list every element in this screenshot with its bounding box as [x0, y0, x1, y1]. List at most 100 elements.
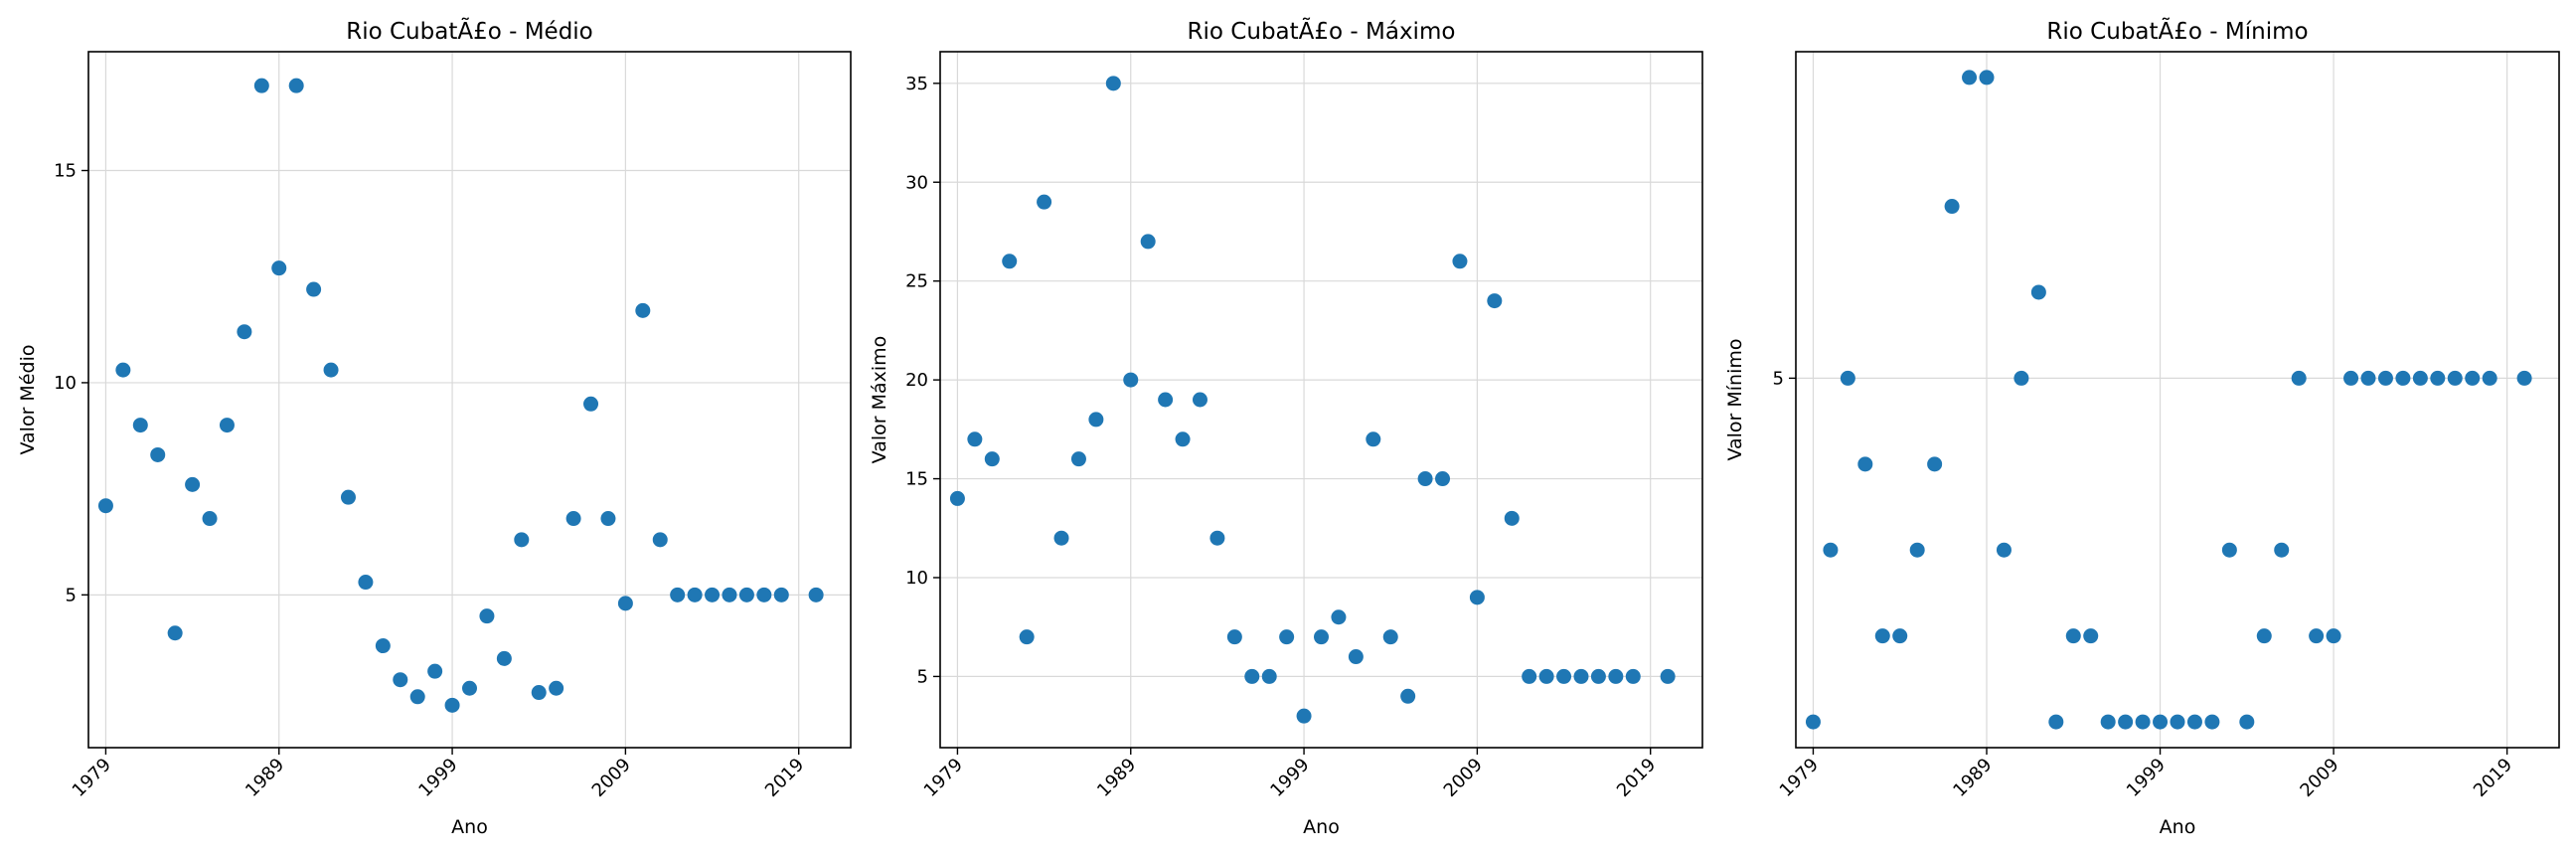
- data-point: [1979, 70, 1995, 86]
- data-point: [1435, 471, 1451, 487]
- data-point: [967, 431, 983, 447]
- data-point: [2291, 370, 2307, 386]
- data-point: [375, 638, 391, 654]
- data-point: [358, 575, 374, 591]
- chart-title: Rio CubatÃ£o - Mínimo: [2046, 17, 2308, 45]
- data-point: [1909, 542, 1925, 558]
- data-point: [2118, 714, 2134, 730]
- data-point: [1226, 629, 1242, 645]
- data-point: [2412, 370, 2428, 386]
- data-point: [531, 685, 547, 701]
- data-point: [1123, 372, 1139, 388]
- data-point: [1927, 456, 1943, 472]
- data-point: [687, 587, 703, 602]
- data-point: [670, 587, 686, 602]
- data-point: [652, 532, 668, 548]
- x-axis-label: Ano: [2160, 816, 2196, 838]
- data-point: [2360, 370, 2376, 386]
- data-point: [2083, 628, 2099, 644]
- y-tick-label: 30: [905, 172, 928, 193]
- data-point: [1348, 649, 1364, 665]
- axes-frame: [939, 51, 1703, 749]
- data-point: [1261, 668, 1277, 684]
- data-point: [2153, 714, 2169, 730]
- y-axis-label: Valor Mínimo: [1724, 338, 1746, 460]
- y-tick-label: 35: [905, 74, 928, 94]
- data-point: [1158, 392, 1174, 408]
- data-point: [1105, 76, 1121, 91]
- data-point: [1070, 451, 1086, 467]
- x-axis-label: Ano: [1303, 816, 1340, 838]
- data-point: [444, 697, 460, 713]
- y-tick-label: 10: [54, 373, 77, 394]
- data-point: [1192, 392, 1208, 408]
- data-point: [2204, 714, 2220, 730]
- x-axis-label: Ano: [451, 816, 488, 838]
- data-point: [2256, 628, 2272, 644]
- data-point: [202, 511, 218, 527]
- data-point: [2482, 370, 2497, 386]
- data-point: [1452, 254, 1468, 269]
- data-point: [2465, 370, 2481, 386]
- data-point: [271, 260, 287, 276]
- data-point: [1892, 628, 1908, 644]
- axes-frame: [1795, 51, 2560, 749]
- data-point: [1805, 714, 1821, 730]
- data-point: [1840, 370, 1855, 386]
- data-point: [1140, 234, 1156, 250]
- data-point: [1538, 668, 1554, 684]
- data-point: [97, 498, 113, 514]
- data-point: [1053, 530, 1069, 546]
- data-point: [1469, 590, 1485, 605]
- axes-frame: [87, 51, 852, 749]
- data-point: [2170, 714, 2185, 730]
- data-point: [635, 302, 651, 318]
- data-point: [1556, 668, 1572, 684]
- y-tick-label: 5: [917, 666, 928, 687]
- y-axis-label: Valor Médio: [17, 345, 39, 455]
- data-point: [115, 362, 131, 378]
- data-point: [1996, 542, 2012, 558]
- data-point: [1487, 293, 1503, 309]
- data-point: [1244, 668, 1260, 684]
- data-point: [1857, 456, 1873, 472]
- data-point: [2395, 370, 2411, 386]
- data-point: [2100, 714, 2116, 730]
- data-point: [167, 625, 183, 641]
- data-point: [1944, 199, 1960, 215]
- data-point: [462, 680, 477, 696]
- data-point: [1962, 70, 1978, 86]
- data-point: [722, 587, 737, 602]
- data-point: [583, 396, 599, 412]
- data-point: [1331, 609, 1347, 625]
- data-point: [1002, 254, 1018, 269]
- data-point: [2516, 370, 2532, 386]
- data-point: [1296, 708, 1312, 724]
- data-point: [253, 78, 269, 93]
- data-point: [2377, 370, 2393, 386]
- data-point: [2239, 714, 2255, 730]
- y-tick-label: 5: [1773, 368, 1784, 389]
- data-point: [773, 587, 789, 602]
- data-point: [1417, 471, 1433, 487]
- data-point: [2309, 628, 2325, 644]
- data-point: [600, 511, 616, 527]
- data-point: [617, 596, 633, 611]
- data-point: [2326, 628, 2341, 644]
- data-point: [1660, 668, 1676, 684]
- y-tick-label: 20: [905, 370, 928, 391]
- data-point: [2013, 370, 2029, 386]
- data-point: [185, 476, 201, 492]
- data-point: [1279, 629, 1295, 645]
- data-point: [1504, 510, 1520, 526]
- data-point: [2135, 714, 2151, 730]
- data-point: [479, 608, 495, 624]
- data-point: [2048, 714, 2064, 730]
- data-point: [565, 511, 581, 527]
- data-point: [1366, 431, 1381, 447]
- data-point: [2274, 542, 2290, 558]
- data-point: [1823, 542, 1839, 558]
- data-point: [2065, 628, 2081, 644]
